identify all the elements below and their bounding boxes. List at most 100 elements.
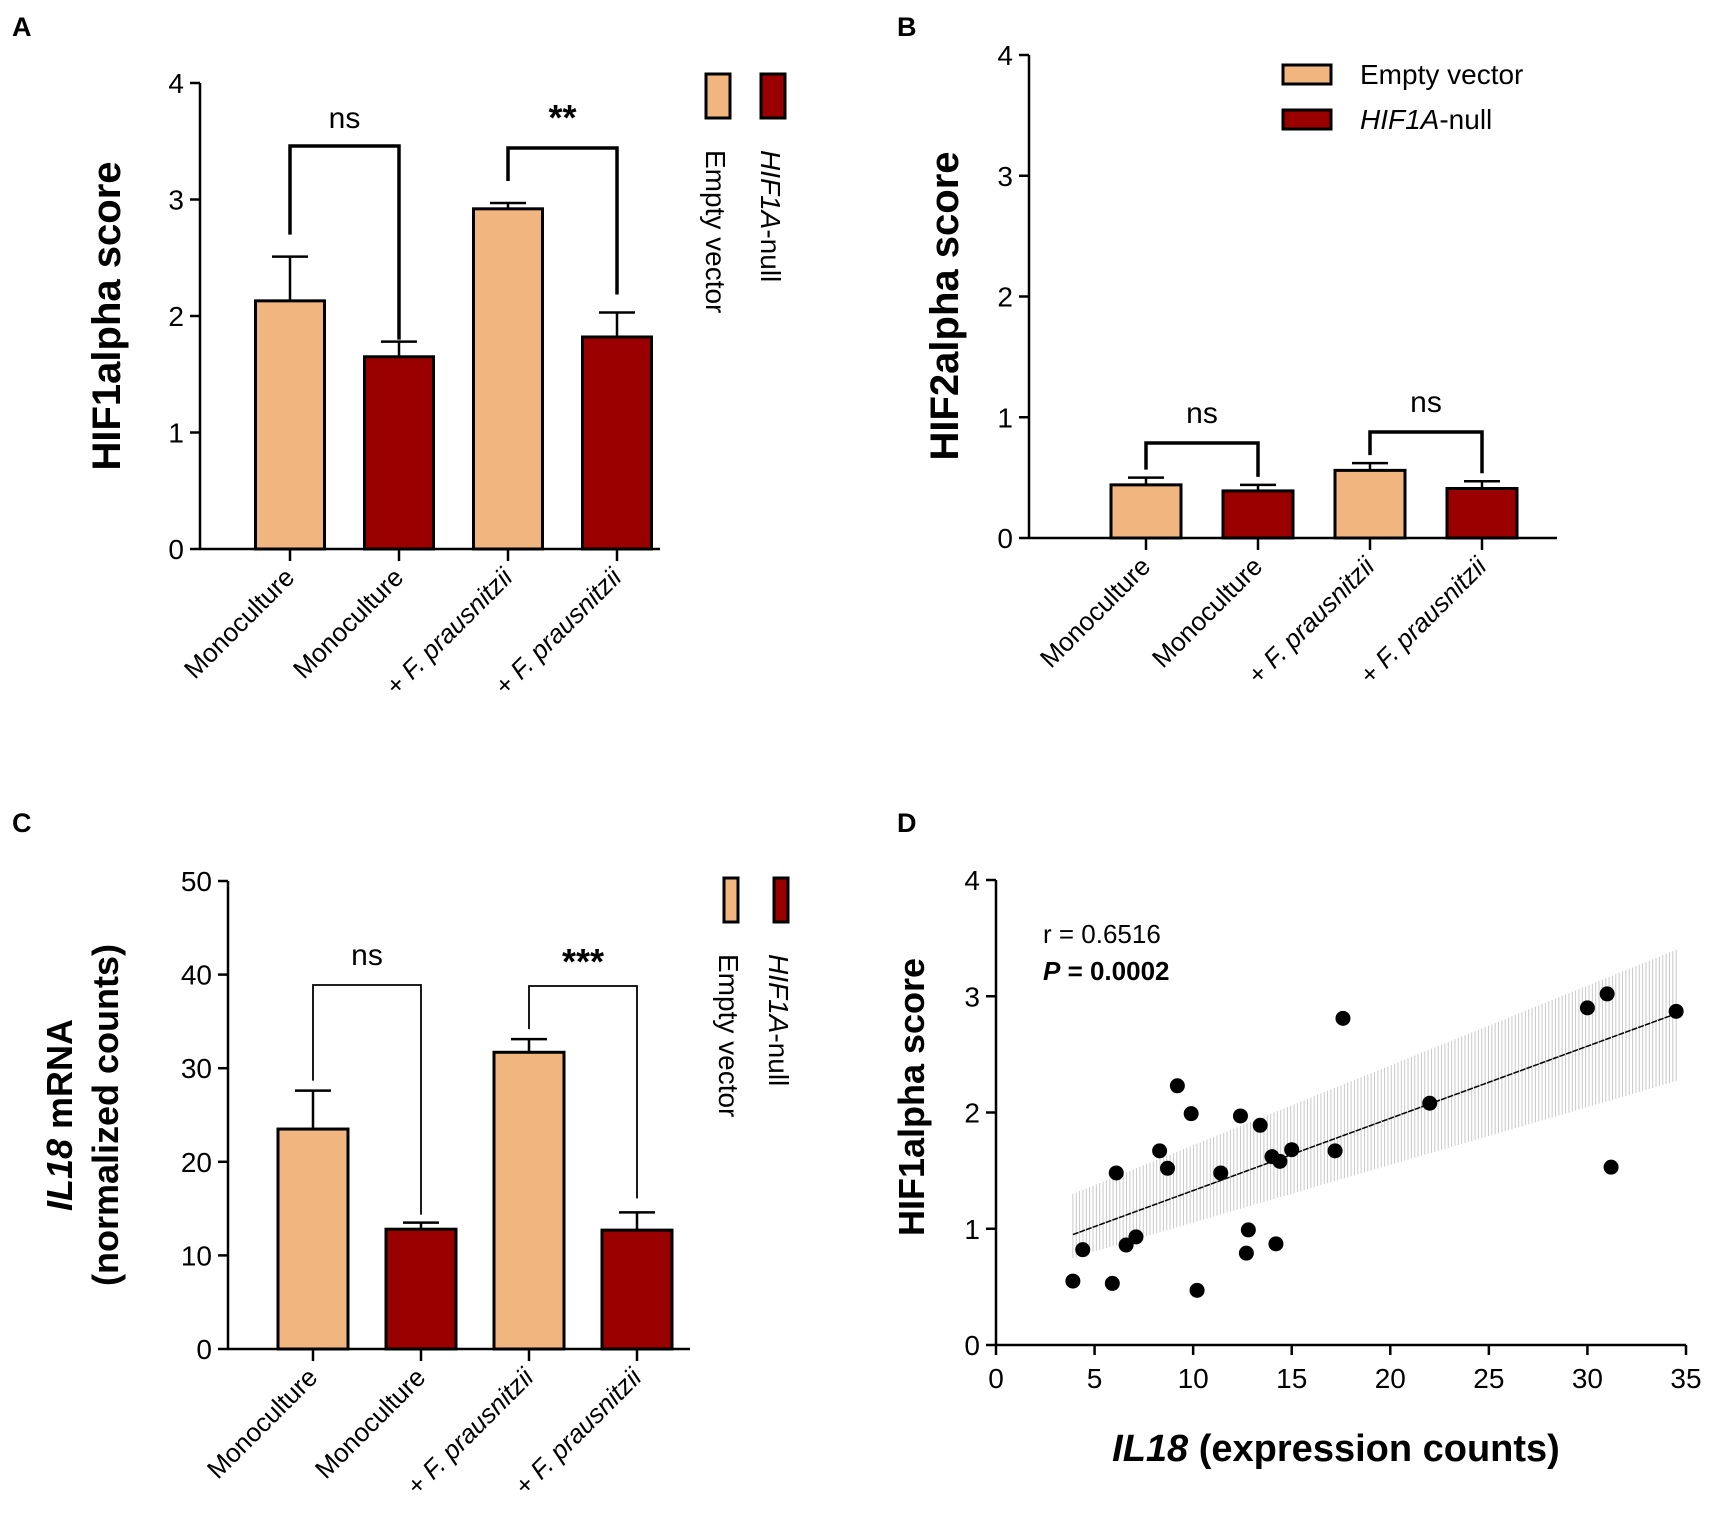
data-point-21 [1327, 1143, 1343, 1159]
y-tick-label: 4 [964, 865, 980, 896]
significance-bracket-1 [288, 144, 401, 340]
bar-4 [581, 335, 653, 551]
legend-label-hif1a-italic: HIF1A [755, 150, 786, 229]
data-point-4 [1108, 1165, 1124, 1181]
y-tick-label: 2 [997, 282, 1013, 313]
x-tick-label: 10 [1178, 1363, 1209, 1394]
y-axis-title-il18: IL18 [39, 1139, 80, 1211]
data-point-5 [1118, 1237, 1134, 1253]
data-point-7 [1152, 1143, 1168, 1159]
legend-swatch-hif1a-null [1281, 108, 1333, 131]
data-point-9 [1169, 1078, 1185, 1094]
data-point-26 [1603, 1159, 1619, 1175]
significance-bracket-2 [528, 985, 638, 1199]
significance-bracket-1 [312, 984, 422, 1215]
x-category-label-2: Monoculture [287, 562, 409, 684]
panel-letter-a: A [12, 12, 32, 42]
legend-swatch-empty-vector [722, 876, 740, 924]
y-tick-label: 20 [181, 1147, 212, 1178]
y-axis-title: HIF2alpha score [923, 151, 967, 460]
significance-label-2: ** [548, 97, 576, 138]
bar-1 [254, 299, 326, 551]
legend-label-hif1a-null: HIF1A-null [763, 954, 794, 1086]
y-tick-label: 3 [964, 981, 980, 1012]
y-tick-label: 50 [181, 866, 212, 897]
data-point-27 [1668, 1003, 1684, 1019]
significance-bracket-2 [1368, 430, 1484, 474]
data-point-6 [1128, 1229, 1144, 1245]
bar-3 [472, 207, 544, 551]
panel-letter-b: B [897, 12, 917, 42]
y-tick-label: 1 [997, 402, 1013, 433]
x-tick-label: 20 [1375, 1363, 1406, 1394]
bar-4 [600, 1228, 674, 1351]
panel-d-scatter-plot: 0 1 2 3 4 0 5 10 15 20 25 30 35 r = 0.6516 P = 0.0002 I… [891, 865, 1702, 1470]
x-tick-label: 35 [1670, 1363, 1701, 1394]
legend-swatch-hif1a-null [759, 72, 787, 120]
y-tick-label: 4 [168, 68, 184, 99]
legend-label-hif1a-italic: HIF1A [763, 954, 794, 1033]
x-tick-label: 30 [1572, 1363, 1603, 1394]
y-axis-title-line-2: (normalized counts) [85, 944, 126, 1286]
legend-label-empty-vector: Empty vector [713, 954, 744, 1117]
data-point-24 [1579, 1000, 1595, 1016]
legend-label-hif1a-italic: HIF1A [1360, 104, 1439, 135]
x-category-label-1: Monoculture [178, 562, 300, 684]
bar-2 [384, 1227, 458, 1351]
data-point-11 [1189, 1282, 1205, 1298]
y-tick-label: 3 [168, 185, 184, 216]
data-point-8 [1160, 1160, 1176, 1176]
data-point-16 [1252, 1117, 1268, 1133]
p-value-number: = 0.0002 [1060, 956, 1169, 986]
correlation-r: r = 0.6516 [1043, 919, 1161, 949]
bar-1 [276, 1127, 350, 1351]
y-axis-title: HIF1alpha score [85, 161, 129, 470]
legend-label-null-suffix: -null [1439, 104, 1492, 135]
x-axis-title-il18: IL18 [1112, 1428, 1189, 1470]
y-tick-label: 3 [997, 161, 1013, 192]
data-point-19 [1272, 1153, 1288, 1169]
significance-label-2: *** [562, 941, 604, 982]
x-axis-title: IL18 (expression counts) [1112, 1428, 1560, 1470]
data-point-2 [1075, 1242, 1091, 1258]
y-tick-label: 2 [168, 301, 184, 332]
y-tick-label: 0 [964, 1330, 980, 1361]
data-point-18 [1268, 1236, 1284, 1252]
significance-label-1: ns [1186, 397, 1218, 430]
bar-4 [1445, 486, 1519, 540]
x-tick-label: 5 [1087, 1363, 1103, 1394]
y-tick-label: 0 [997, 523, 1013, 554]
data-point-15 [1240, 1222, 1256, 1238]
data-point-25 [1599, 986, 1615, 1002]
y-tick-label: 2 [964, 1098, 980, 1129]
significance-label-2: ns [1410, 386, 1442, 419]
bar-1 [1109, 483, 1183, 540]
y-tick-label: 4 [997, 40, 1013, 71]
legend-swatch-empty-vector [704, 72, 732, 120]
bar-2 [363, 355, 435, 551]
x-axis-title-rest: (expression counts) [1188, 1428, 1560, 1470]
confidence-band [1072, 949, 1677, 1258]
y-axis-title-line-1: IL18 mRNA [39, 1019, 80, 1211]
data-point-3 [1104, 1275, 1120, 1291]
x-tick-label: 15 [1276, 1363, 1307, 1394]
y-tick-label: 1 [168, 418, 184, 449]
y-axis-title-mrna: mRNA [39, 1019, 80, 1139]
legend-label-empty-vector: Empty vector [1360, 59, 1523, 90]
data-point-20 [1284, 1142, 1300, 1158]
x-tick-label: 0 [988, 1363, 1004, 1394]
legend-swatch-empty-vector [1281, 63, 1333, 86]
data-point-23 [1422, 1095, 1438, 1111]
y-tick-label: 0 [196, 1334, 212, 1365]
significance-bracket-1 [1144, 441, 1260, 477]
legend-label-null-suffix: -null [763, 1033, 794, 1086]
p-value-label: P [1043, 956, 1061, 986]
data-point-22 [1335, 1010, 1351, 1026]
x-category-label-1: Monoculture [201, 1362, 323, 1484]
data-point-14 [1238, 1245, 1254, 1261]
x-category-label-1: Monoculture [1034, 551, 1156, 673]
